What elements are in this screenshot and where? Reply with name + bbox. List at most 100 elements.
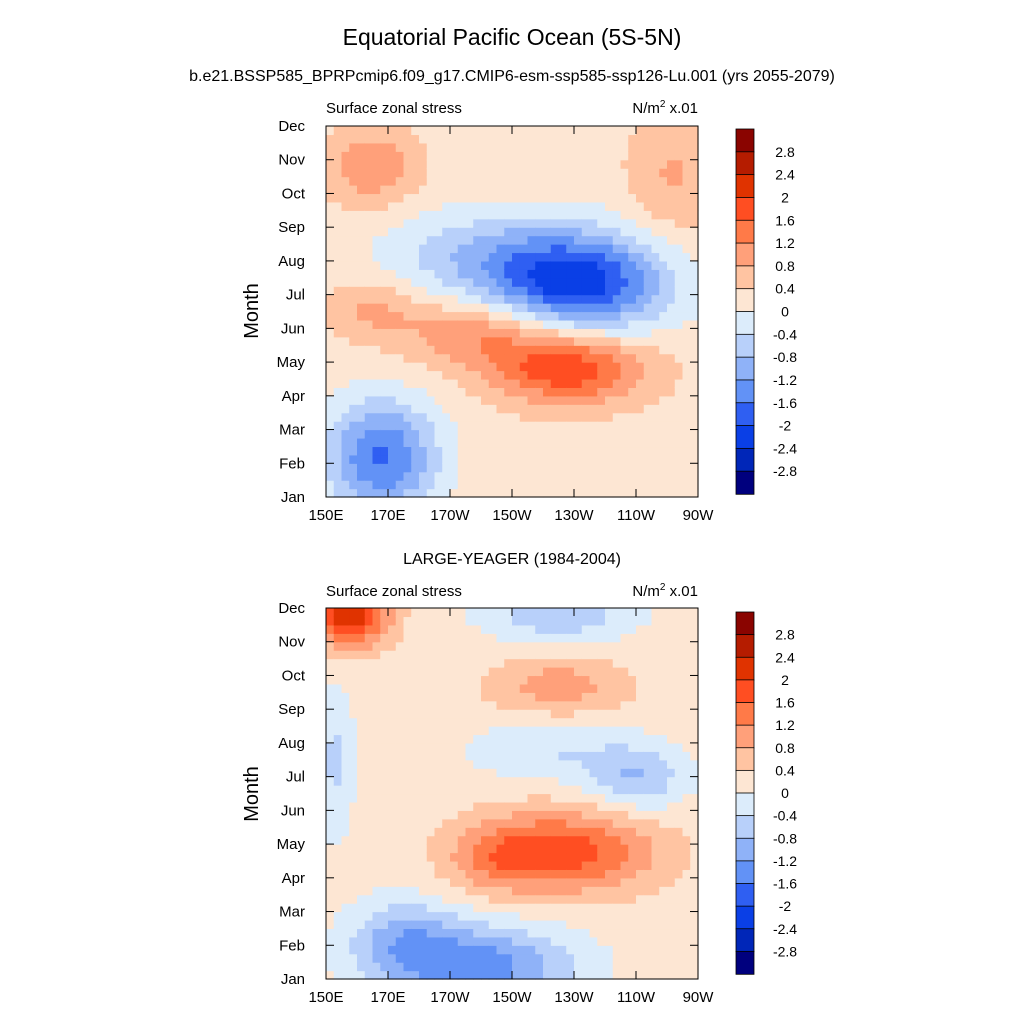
heatmap-cell: [628, 463, 637, 473]
heatmap-cell: [465, 412, 474, 422]
heatmap-cell: [388, 877, 397, 887]
heatmap-cell: [519, 827, 529, 837]
heatmap-cell: [581, 641, 591, 651]
heatmap-cell: [496, 336, 505, 346]
heatmap-cell: [543, 488, 552, 498]
heatmap-cell: [341, 446, 350, 456]
heatmap-cell: [628, 134, 637, 144]
heatmap-cell: [457, 962, 467, 972]
heatmap-cell: [605, 709, 614, 719]
heatmap-cell: [558, 852, 567, 862]
heatmap-cell: [527, 303, 536, 313]
heatmap-cell: [465, 700, 474, 710]
heatmap-cell: [519, 437, 529, 448]
heatmap-cell: [558, 633, 567, 643]
heatmap-cell: [450, 151, 459, 161]
heatmap-cell: [574, 142, 583, 152]
heatmap-cell: [488, 345, 498, 355]
heatmap-cell: [636, 446, 645, 456]
heatmap-cell: [364, 751, 374, 761]
heatmap-cell: [457, 303, 467, 313]
heatmap-cell: [481, 142, 490, 152]
heatmap-cell: [543, 218, 552, 228]
heatmap-cell: [581, 709, 591, 719]
colorbar-label: -2.4: [773, 440, 797, 456]
heatmap-cell: [667, 269, 676, 279]
heatmap-cell: [473, 260, 482, 270]
heatmap-cell: [589, 877, 598, 887]
heatmap-cell: [550, 252, 560, 262]
heatmap-cell: [488, 894, 498, 904]
heatmap-cell: [364, 953, 374, 963]
heatmap-cell: [566, 277, 575, 287]
heatmap-cell: [403, 709, 412, 719]
heatmap-cell: [395, 945, 405, 955]
heatmap-cell: [488, 953, 498, 963]
heatmap-cell: [465, 962, 474, 972]
heatmap-cell: [372, 869, 381, 879]
heatmap-cell: [519, 395, 529, 405]
heatmap-cell: [481, 734, 490, 744]
heatmap-cell: [326, 616, 335, 626]
heatmap-cell: [357, 176, 366, 186]
heatmap-cell: [690, 793, 699, 803]
heatmap-cell: [442, 311, 451, 321]
heatmap-cell: [450, 928, 459, 938]
heatmap-cell: [434, 463, 443, 473]
heatmap-cell: [411, 903, 420, 913]
heatmap-cell: [395, 404, 405, 414]
heatmap-cell: [651, 860, 660, 870]
heatmap-cell: [628, 193, 637, 203]
heatmap-cell: [636, 919, 645, 930]
heatmap-cell: [519, 480, 529, 490]
heatmap-cell: [403, 151, 412, 161]
heatmap-cell: [504, 903, 513, 913]
heatmap-cell: [411, 185, 420, 195]
heatmap-cell: [651, 260, 660, 270]
heatmap-cell: [357, 641, 366, 651]
heatmap-cell: [372, 176, 381, 186]
heatmap-cell: [620, 726, 629, 736]
heatmap-cell: [605, 869, 614, 879]
heatmap-cell: [488, 362, 498, 372]
heatmap-cell: [481, 404, 490, 414]
heatmap-cell: [558, 142, 567, 152]
heatmap-cell: [395, 776, 405, 786]
heatmap-cell: [434, 624, 443, 634]
heatmap-cell: [434, 768, 443, 778]
heatmap-cell: [659, 962, 668, 972]
heatmap-cell: [512, 395, 521, 405]
heatmap-cell: [504, 227, 513, 237]
heatmap-cell: [380, 454, 389, 464]
heatmap-cell: [403, 159, 412, 169]
heatmap-cell: [388, 785, 397, 795]
heatmap-cell: [643, 387, 653, 397]
heatmap-cell: [388, 269, 397, 279]
heatmap-cell: [496, 345, 505, 355]
heatmap-cell: [527, 269, 536, 279]
heatmap-cell: [442, 218, 451, 228]
heatmap-cell: [690, 658, 699, 668]
heatmap-cell: [628, 387, 637, 397]
heatmap-cell: [558, 488, 567, 498]
heatmap-cell: [442, 641, 451, 651]
heatmap-cell: [581, 726, 591, 736]
heatmap-cell: [457, 683, 467, 693]
heatmap-cell: [659, 616, 668, 626]
heatmap-cell: [659, 650, 668, 660]
heatmap-cell: [457, 311, 467, 321]
heatmap-cell: [574, 210, 583, 220]
heatmap-cell: [527, 185, 536, 195]
heatmap-cell: [636, 852, 645, 862]
heatmap-cell: [659, 860, 668, 870]
heatmap-cell: [419, 454, 428, 464]
heatmap-cell: [527, 709, 536, 719]
heatmap-cell: [550, 818, 560, 828]
heatmap-cell: [488, 624, 498, 634]
heatmap-cell: [667, 362, 676, 372]
heatmap-cell: [589, 336, 598, 346]
heatmap-cell: [581, 286, 591, 296]
heatmap-cell: [581, 260, 591, 270]
top-panel-heatmap: [326, 126, 699, 498]
heatmap-cell: [341, 437, 350, 448]
